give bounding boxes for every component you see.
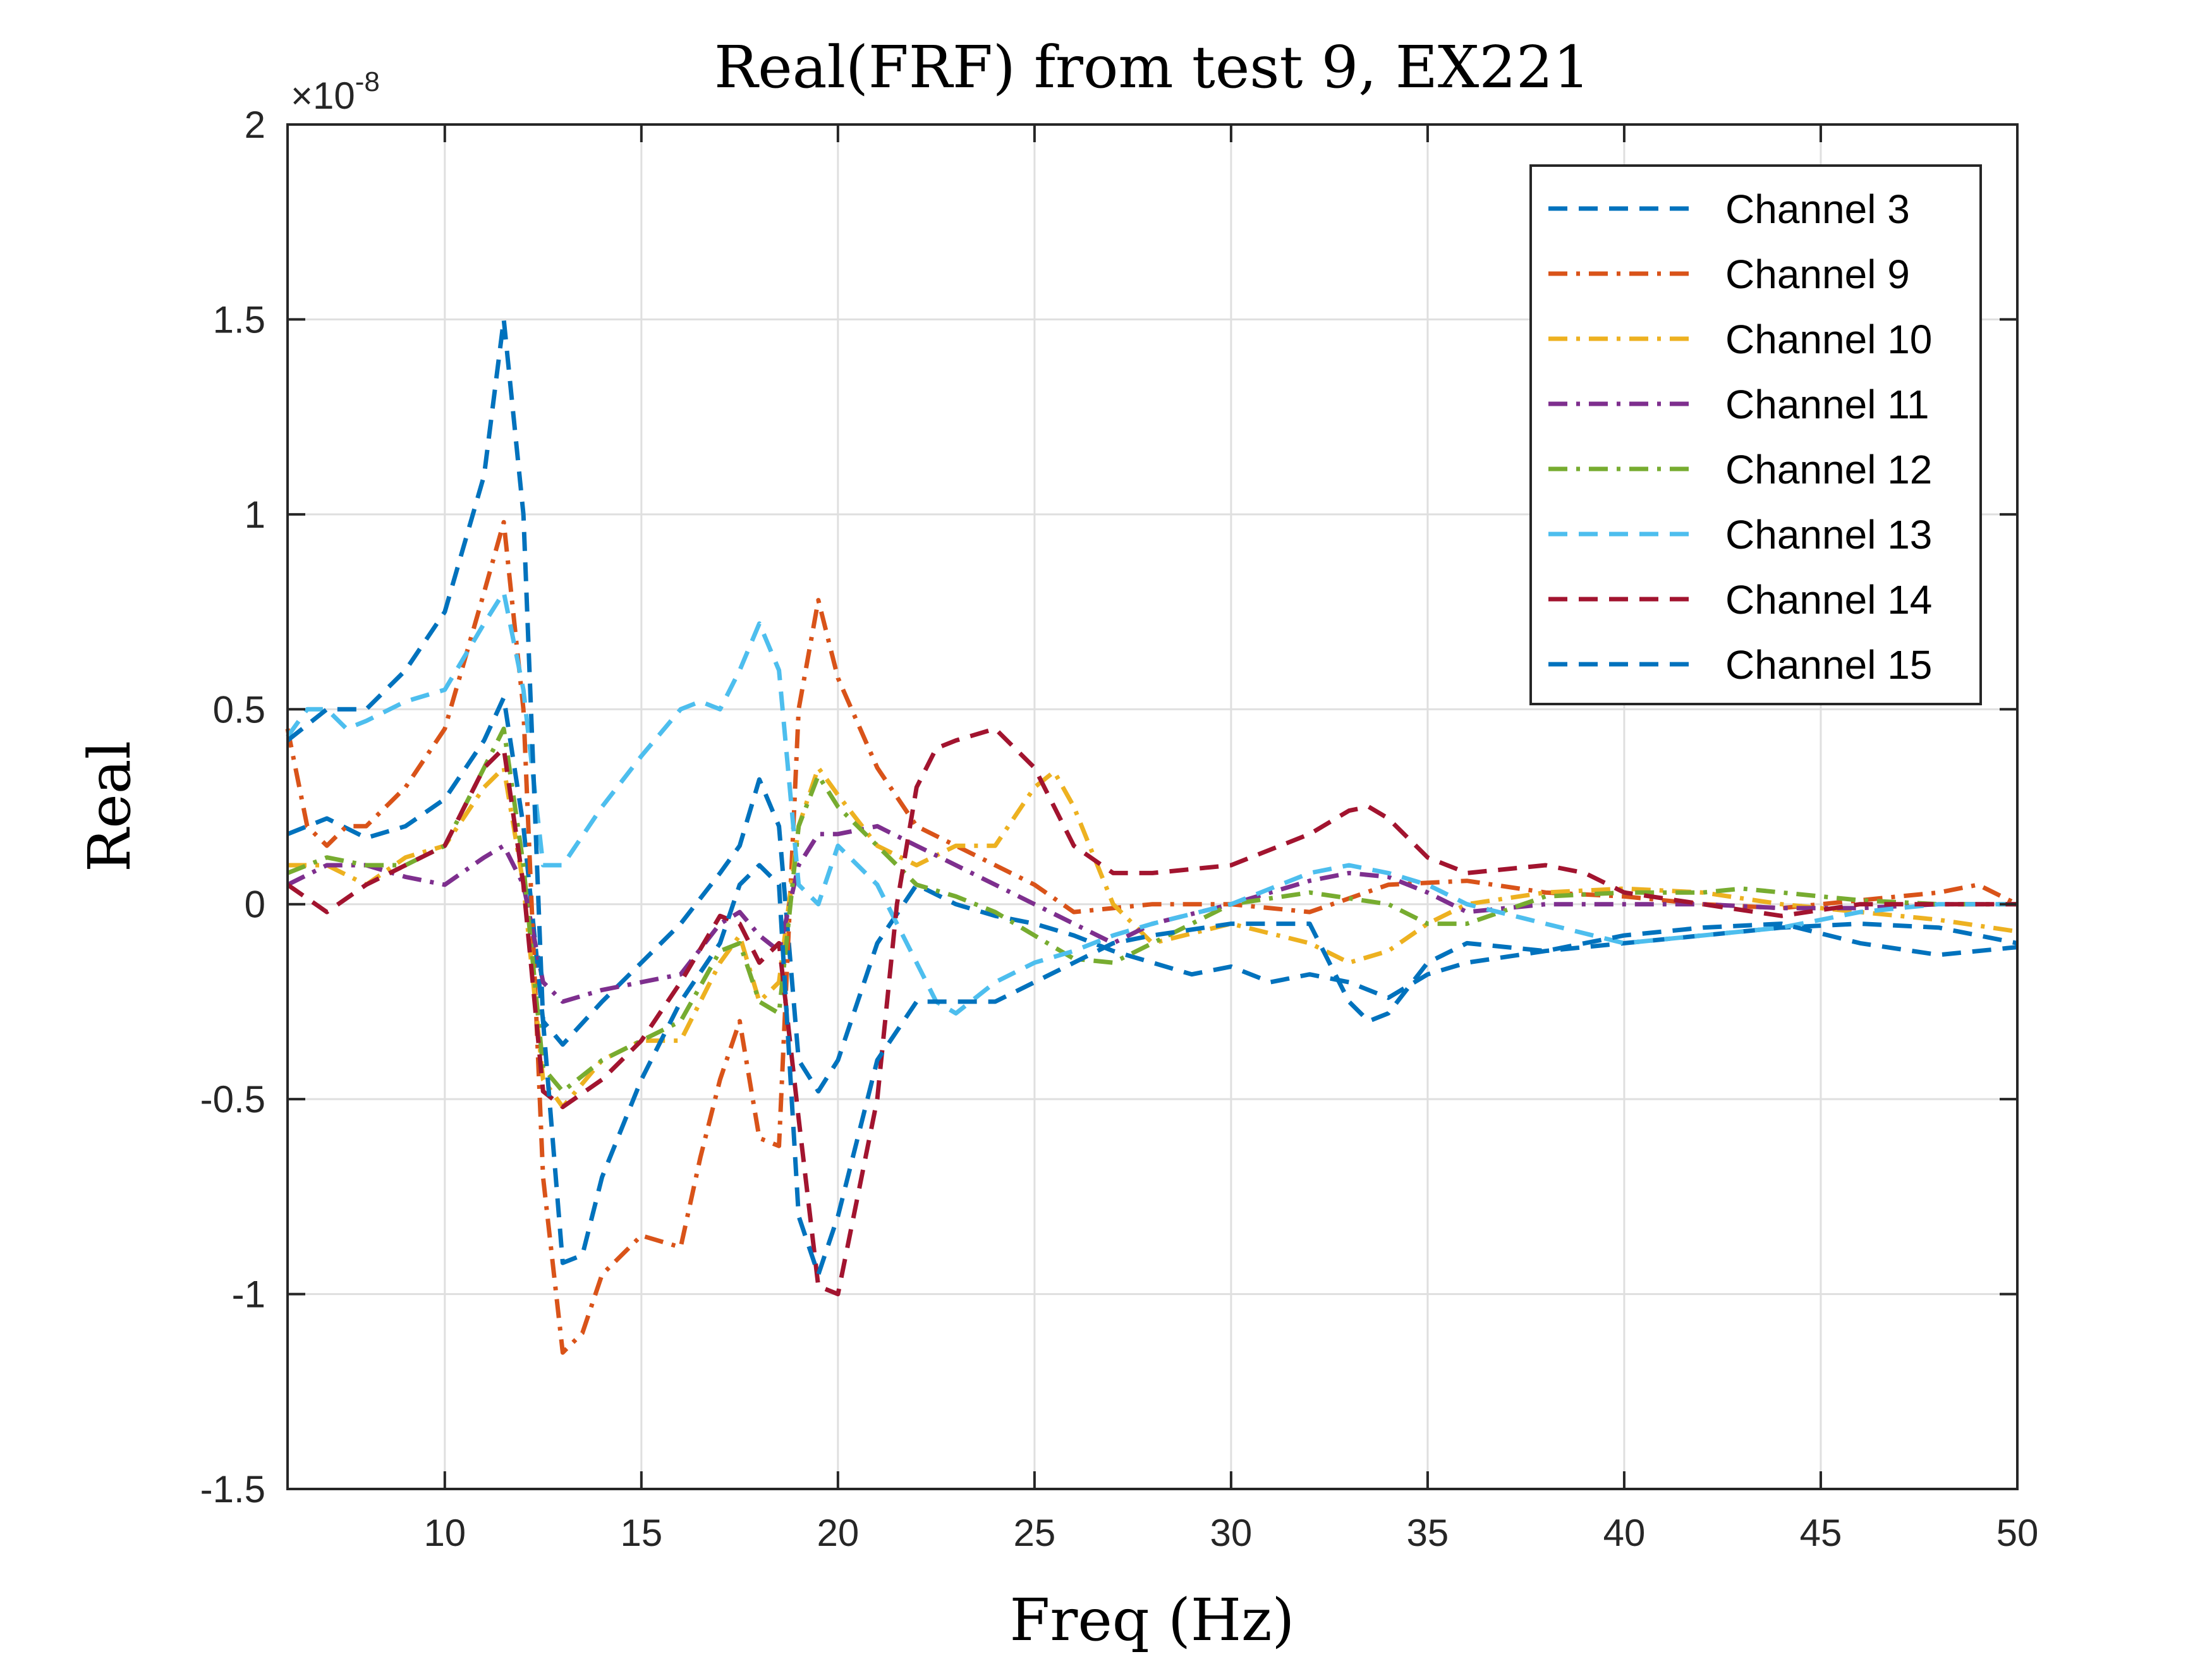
x-tick-label: 35 xyxy=(1407,1512,1449,1554)
series-group xyxy=(285,317,2019,1355)
x-axis-label: Freq (Hz) xyxy=(1010,1586,1295,1654)
series-line-3 xyxy=(288,765,2018,1109)
axes-box xyxy=(286,123,2019,1490)
chart-title: Real(FRF) from test 9, EX221 xyxy=(714,33,1590,101)
y-tick-label: 0 xyxy=(245,884,265,926)
series-line-5 xyxy=(286,726,2017,1094)
y-tick-label: 0.5 xyxy=(213,688,265,731)
y-tick-label: 2 xyxy=(245,104,265,146)
x-tick-label: 25 xyxy=(1014,1512,1056,1554)
y-tick-labels: -1.5 -1 -0.5 0 0.5 1 1.5 2 xyxy=(200,104,265,1510)
series-line-8 xyxy=(286,317,2018,1277)
y-tick-label: 1.5 xyxy=(213,298,265,341)
legend-box xyxy=(1529,164,1982,705)
x-tick-label: 20 xyxy=(817,1512,859,1554)
x-tick-label: 45 xyxy=(1800,1512,1842,1554)
legend-label: Channel 15 xyxy=(1725,642,1932,688)
series-line-2 xyxy=(285,520,2019,1355)
y-tick-label: -1.5 xyxy=(200,1468,265,1510)
y-exponent: ×10-8 xyxy=(291,66,380,117)
series-line-7 xyxy=(286,726,2017,1297)
y-axis-label: Real xyxy=(76,741,143,872)
x-tick-label: 15 xyxy=(620,1512,662,1554)
legend-label: Channel 11 xyxy=(1725,382,1929,427)
legend-label: Channel 12 xyxy=(1725,447,1932,492)
legend-label: Channel 9 xyxy=(1725,252,1910,297)
legend-label: Channel 14 xyxy=(1725,577,1932,623)
series-line-6 xyxy=(286,590,2017,1016)
legend-label: Channel 13 xyxy=(1725,512,1932,557)
legend: Channel 3 Channel 9 Channel 10 Channel 11 Ch… xyxy=(1529,164,1982,705)
y-tick-label: 1 xyxy=(245,494,265,536)
legend-label: Channel 3 xyxy=(1725,186,1910,232)
x-tick-label: 40 xyxy=(1603,1512,1646,1554)
x-tick-labels: 10 15 20 25 30 35 40 45 50 xyxy=(423,1512,2038,1554)
x-tick-label: 50 xyxy=(1996,1512,2039,1554)
series-line-4 xyxy=(286,823,2017,1004)
ticks xyxy=(288,123,2019,1490)
legend-label: Channel 10 xyxy=(1725,317,1932,362)
x-tick-label: 30 xyxy=(1210,1512,1253,1554)
y-tick-label: -0.5 xyxy=(200,1078,265,1121)
x-tick-label: 10 xyxy=(423,1512,466,1554)
y-tick-label: -1 xyxy=(232,1273,265,1316)
